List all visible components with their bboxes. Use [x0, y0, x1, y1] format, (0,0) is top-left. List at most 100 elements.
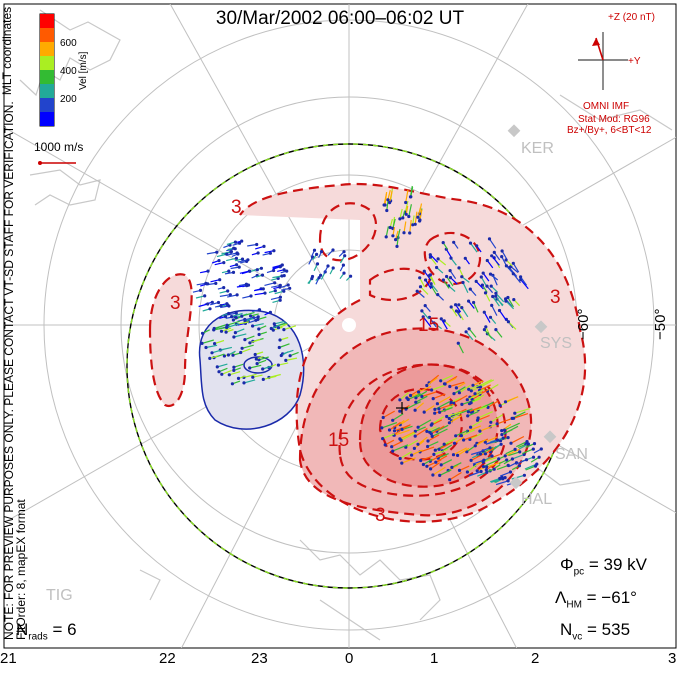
vector-origin: [285, 269, 289, 273]
vector-origin: [234, 311, 238, 315]
vector-origin: [214, 281, 218, 285]
vector-origin: [479, 469, 483, 474]
vector-origin: [402, 231, 406, 235]
velocity-vector: [470, 420, 483, 428]
vector-origin: [213, 342, 217, 346]
vector-origin: [467, 387, 471, 391]
velocity-vector: [453, 394, 468, 404]
velocity-vector: [521, 448, 534, 455]
vector-origin: [465, 398, 469, 402]
velocity-vector: [421, 391, 437, 398]
velocity-vector: [415, 426, 426, 432]
vector-origin: [409, 393, 413, 398]
n-rads-value: = 6: [52, 620, 77, 639]
vector-origin: [448, 269, 452, 273]
vector-origin: [400, 427, 404, 431]
velocity-vector: [400, 432, 416, 441]
velocity-vector: [437, 453, 449, 459]
vector-origin: [483, 452, 487, 456]
velocity-vector: [489, 238, 497, 249]
vector-origin: [326, 264, 330, 268]
vector-origin: [232, 246, 236, 250]
velocity-vector: [389, 422, 401, 431]
velocity-vector: [461, 429, 475, 437]
vector-origin: [280, 263, 284, 267]
velocity-vector: [439, 469, 452, 476]
vector-origin: [239, 350, 243, 355]
velocity-vector: [482, 272, 490, 282]
vector-origin: [502, 428, 507, 432]
vector-origin: [499, 442, 503, 446]
velocity-vector: [465, 331, 474, 341]
vector-origin: [220, 372, 224, 376]
vector-origin: [457, 266, 461, 270]
vector-origin: [506, 479, 510, 483]
vector-origin: [422, 269, 426, 273]
vector-origin: [240, 257, 245, 261]
vector-origin: [433, 448, 437, 452]
vector-origin: [482, 310, 486, 314]
vector-origin: [426, 444, 430, 449]
vector-origin: [452, 392, 456, 396]
vector-origin: [384, 235, 388, 239]
velocity-vector: [483, 459, 499, 468]
velocity-vector: [446, 411, 462, 418]
colorbar-cell: [40, 98, 54, 112]
vector-origin: [505, 458, 509, 462]
vector-origin: [430, 422, 434, 426]
vector-origin: [268, 251, 272, 255]
velocity-vector: [247, 243, 257, 247]
vector-origin: [495, 422, 499, 426]
vector-origin: [400, 461, 404, 465]
velocity-vector: [229, 371, 241, 376]
vector-origin: [412, 446, 416, 450]
velocity-vector: [440, 459, 453, 466]
velocity-vector: [449, 471, 462, 481]
vector-origin: [280, 274, 284, 278]
velocity-vector: [513, 413, 529, 419]
velocity-vector: [505, 265, 514, 274]
velocity-vector: [422, 316, 432, 328]
vector-origin: [485, 470, 489, 474]
vector-origin: [418, 276, 422, 280]
velocity-vector: [429, 254, 439, 263]
vector-origin: [407, 214, 411, 219]
vector-origin: [472, 300, 476, 305]
velocity-vector: [474, 439, 487, 447]
vector-origin: [413, 434, 417, 438]
vector-origin: [512, 298, 516, 302]
velocity-vector: [421, 310, 430, 320]
velocity-vector: [435, 455, 448, 463]
vector-origin: [457, 468, 462, 472]
velocity-vector: [470, 242, 478, 253]
velocity-vector: [505, 300, 515, 310]
vector-origin: [473, 444, 477, 448]
vector-origin: [501, 436, 505, 440]
vector-origin: [510, 457, 514, 461]
vector-origin: [454, 309, 459, 313]
velocity-vector: [411, 449, 423, 456]
velocity-vector: [456, 382, 466, 389]
vector-origin: [492, 467, 496, 471]
velocity-vector: [426, 377, 438, 386]
vector-origin: [447, 421, 451, 425]
velocity-vector: [446, 276, 454, 287]
velocity-vector: [485, 439, 498, 445]
vector-origin: [395, 244, 399, 248]
velocity-vector: [438, 403, 454, 410]
vector-origin: [467, 299, 471, 303]
vector-origin: [411, 223, 415, 227]
vector-origin: [227, 269, 231, 273]
velocity-vector: [419, 446, 435, 453]
vector-origin: [483, 440, 487, 444]
velocity-vector: [263, 375, 277, 380]
vector-origin: [497, 308, 502, 313]
vector-origin: [227, 373, 231, 377]
vector-origin: [433, 411, 437, 415]
velocity-vector: [462, 282, 469, 293]
vector-origin: [506, 436, 510, 440]
velocity-vector: [387, 189, 391, 200]
vector-origin: [276, 326, 281, 330]
velocity-vector: [227, 294, 238, 298]
vector-origin: [425, 464, 429, 468]
